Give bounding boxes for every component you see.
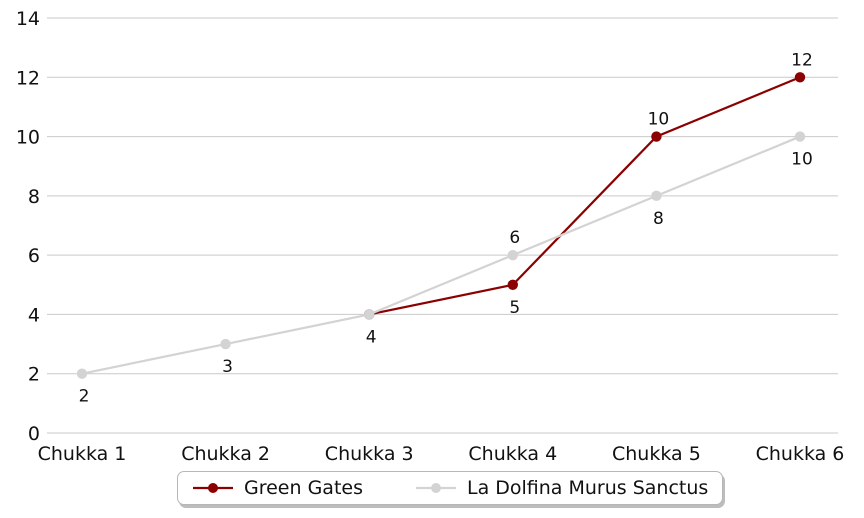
data-point-marker (507, 249, 518, 261)
data-point-marker (364, 309, 375, 320)
legend-line-marker-icon (193, 483, 233, 493)
data-point-label: 3 (222, 357, 233, 377)
series-line (81, 135, 801, 375)
data-point-label: 2 (79, 387, 90, 407)
data-point-marker (507, 279, 518, 290)
x-axis-tick-label: Chukka 3 (325, 443, 414, 465)
data-point-marker (651, 190, 662, 202)
y-axis-tick-label: 2 (28, 364, 40, 386)
legend-label-green-gates: Green Gates (244, 477, 363, 499)
data-point-marker (651, 131, 662, 142)
data-point-label: 8 (653, 209, 664, 229)
x-axis-tick-label: Chukka 6 (756, 443, 845, 465)
data-point-label: 4 (366, 327, 377, 347)
data-point-marker (794, 72, 806, 83)
series-line (368, 76, 801, 316)
legend-label-la-dolfina-murus-sanctus: La Dolfina Murus Sanctus (466, 477, 709, 499)
data-point-marker (76, 368, 88, 379)
legend-item-la-dolfina-murus-sanctus: La Dolfina Murus Sanctus (415, 477, 708, 499)
legend-item-green-gates: Green Gates (192, 477, 363, 499)
y-axis-tick-label: 12 (16, 67, 40, 89)
x-axis-tick-label: Chukka 4 (468, 443, 557, 465)
y-axis-tick-label: 10 (16, 127, 40, 149)
y-axis-tick-label: 4 (28, 304, 40, 326)
x-axis-tick-label: Chukka 2 (181, 443, 270, 465)
y-axis-tick-label: 14 (16, 8, 40, 30)
data-point-marker (220, 338, 231, 350)
x-axis-tick-label: Chukka 5 (612, 443, 701, 465)
legend-line-marker-icon (415, 483, 456, 493)
legend: Green Gates La Dolfina Murus Sanctus (177, 471, 724, 505)
data-point-label: 12 (791, 50, 813, 70)
data-point-label: 6 (509, 228, 520, 248)
data-point-marker (794, 131, 806, 142)
data-point-label: 10 (791, 150, 813, 170)
x-axis-tick-label: Chukka 1 (38, 443, 127, 465)
data-point-label: 5 (509, 298, 520, 318)
y-axis-tick-label: 6 (28, 245, 40, 267)
data-point-label: 10 (648, 110, 670, 130)
y-axis-tick-label: 0 (28, 423, 40, 445)
y-axis-tick-label: 8 (28, 186, 40, 208)
